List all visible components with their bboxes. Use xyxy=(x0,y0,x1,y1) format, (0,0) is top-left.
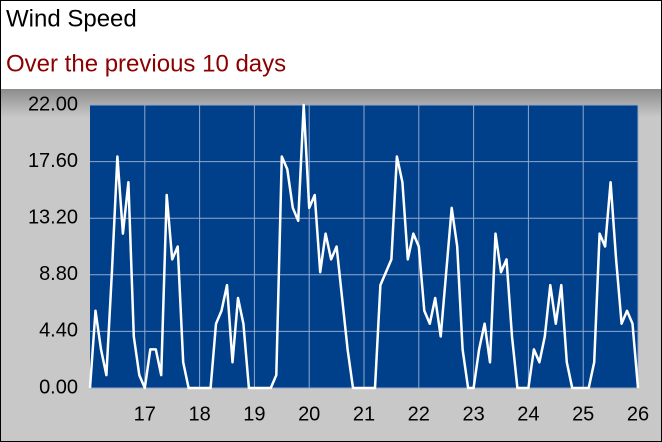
x-tick-label: 17 xyxy=(134,403,156,425)
x-tick-label: 19 xyxy=(243,403,265,425)
x-tick-label: 22 xyxy=(408,403,430,425)
x-tick-label: 23 xyxy=(462,403,484,425)
x-tick-label: 24 xyxy=(517,403,539,425)
y-tick-label: 17.60 xyxy=(28,150,78,172)
y-tick-label: 13.20 xyxy=(28,206,78,228)
chart-title: Wind Speed xyxy=(6,5,137,32)
x-tick-label: 20 xyxy=(298,403,320,425)
y-tick-label: 4.40 xyxy=(39,320,78,342)
x-tick-label: 18 xyxy=(188,403,210,425)
x-tick-label: 26 xyxy=(627,403,649,425)
y-tick-label: 8.80 xyxy=(39,263,78,285)
chart-subtitle: Over the previous 10 days xyxy=(6,50,286,77)
x-tick-label: 21 xyxy=(353,403,375,425)
data-line xyxy=(88,103,640,390)
x-tick-label: 25 xyxy=(572,403,594,425)
y-tick-label: 22.00 xyxy=(28,93,78,115)
y-tick-label: 0.00 xyxy=(39,376,78,398)
